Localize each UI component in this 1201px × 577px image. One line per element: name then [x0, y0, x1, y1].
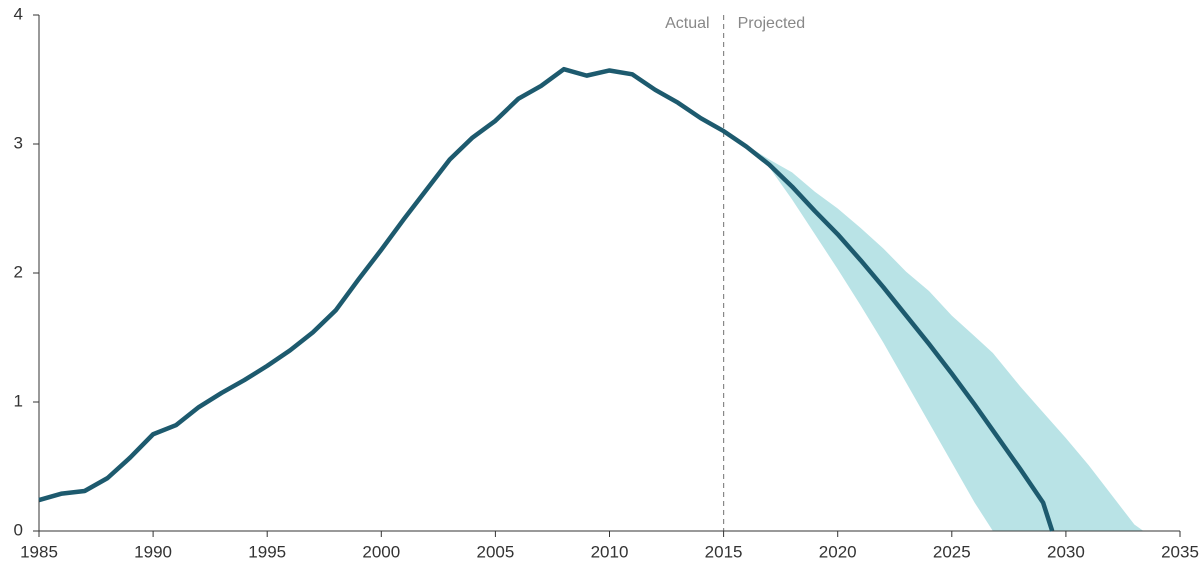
y-tick-label: 1 — [14, 391, 23, 410]
line — [38, 66, 1055, 532]
x-tick-label: 2005 — [476, 542, 514, 561]
annotation: Projected — [738, 15, 806, 32]
x-tick-label: 2030 — [1047, 542, 1085, 561]
x-tick-label: 2000 — [362, 542, 400, 561]
annotation: Actual — [665, 15, 709, 32]
x-tick-label: 1985 — [20, 542, 58, 561]
x-tick-label: 2035 — [1161, 542, 1199, 561]
y-tick-label: 0 — [14, 520, 23, 539]
y-tick-label: 4 — [14, 4, 23, 23]
y-tick-label: 2 — [14, 262, 23, 281]
x-tick-label: 1995 — [248, 542, 286, 561]
x-tick-label: 2010 — [591, 542, 629, 561]
x-tick-label: 2015 — [705, 542, 743, 561]
y-tick-label: 3 — [14, 133, 23, 152]
x-tick-label: 1990 — [134, 542, 172, 561]
x-tick-label: 2025 — [933, 542, 971, 561]
x-tick-label: 2020 — [819, 542, 857, 561]
